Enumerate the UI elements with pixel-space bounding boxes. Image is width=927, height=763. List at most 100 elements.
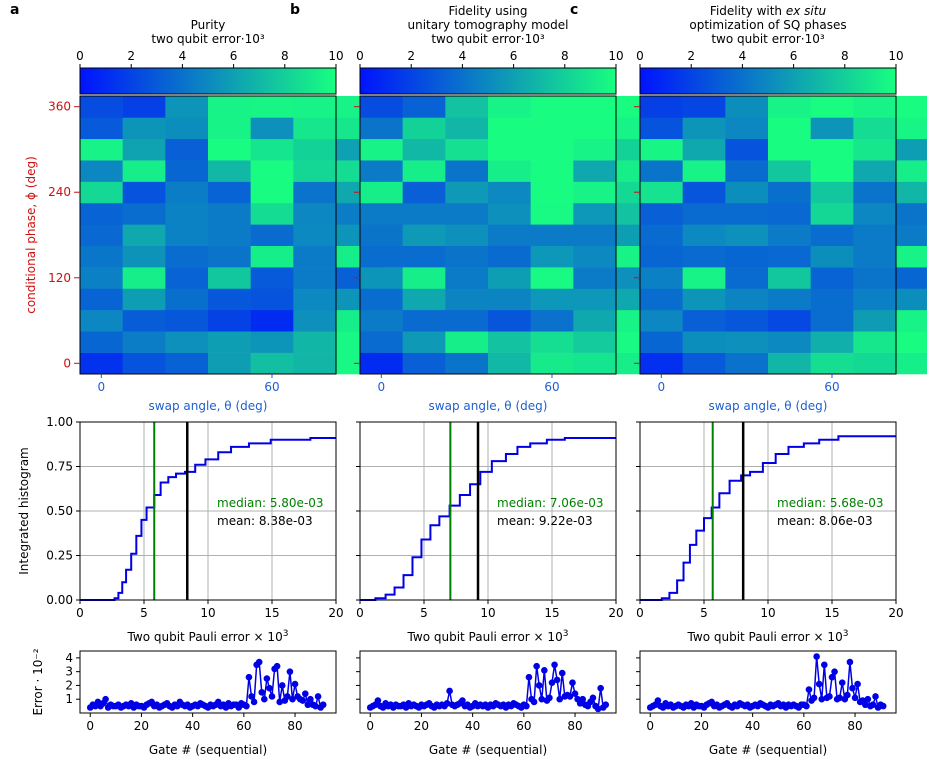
seq-point: [872, 693, 879, 700]
seq-point: [579, 695, 587, 703]
heatmap-cell: [293, 331, 337, 353]
seq-point: [597, 684, 604, 692]
heatmap-cell: [853, 202, 897, 225]
seq-point: [594, 705, 602, 713]
seq-point: [304, 701, 312, 709]
heatmap-cell: [360, 267, 403, 289]
heatmap-cell: [360, 117, 403, 140]
heatmap-cell: [573, 331, 617, 353]
heatmap-cell: [853, 181, 897, 204]
heatmap-cell: [445, 138, 489, 161]
seq-point: [602, 701, 610, 709]
heatmap-cell: [853, 267, 897, 289]
heatmap-cell: [530, 309, 574, 332]
heatmap-cell: [810, 224, 854, 246]
heatmap-cell: [445, 160, 489, 182]
seq-xlabel: Gate # (sequential): [709, 743, 827, 757]
heatmap-cell: [250, 96, 294, 118]
cdf-ytick-label: 1.00: [46, 415, 73, 429]
colorbar-tick-label: 10: [608, 49, 623, 63]
seq-point: [849, 684, 856, 692]
seq-point: [815, 680, 823, 688]
heatmap-cell: [573, 224, 617, 246]
panel-letter: b: [290, 2, 300, 18]
seq-point: [261, 695, 268, 703]
heatmap-cell: [896, 245, 927, 268]
heatmap-cell: [768, 181, 811, 204]
heatmap-cell: [80, 96, 123, 118]
seq-point: [102, 695, 109, 703]
seq-point: [276, 698, 283, 706]
heatmap-cell: [250, 160, 294, 182]
seq-xtick-label: 60: [516, 719, 531, 733]
heatmap-cell: [250, 224, 294, 246]
heatmap-cell: [488, 331, 531, 353]
heatmap-xlabel: swap angle, θ (deg): [149, 399, 268, 413]
heatmap-cell: [122, 309, 166, 332]
heatmap-cell: [896, 181, 927, 204]
heatmap-cell: [293, 267, 337, 289]
heatmap-cell: [725, 288, 769, 311]
heatmap-cell: [810, 245, 854, 268]
heatmap-cell: [573, 352, 617, 375]
colorbar-tick-label: 0: [356, 49, 364, 63]
seq-point: [273, 662, 281, 670]
median-label: median: 5.68e-03: [777, 496, 884, 510]
heatmap-cell: [445, 288, 489, 311]
colorbar: [359, 67, 617, 95]
mean-label: mean: 8.06e-03: [777, 514, 873, 528]
heatmap-cell: [682, 181, 726, 204]
panel-title-line: optimization of SQ phases: [689, 18, 846, 32]
seq-point: [258, 689, 266, 696]
heatmap-cell: [810, 160, 854, 182]
seq-frame: [639, 650, 897, 714]
seq-point: [250, 698, 258, 706]
heatmap-cell: [810, 181, 854, 204]
heatmap-cell: [360, 224, 403, 246]
heatmap-ytick-label: 120: [48, 271, 71, 285]
seq-point: [846, 658, 854, 666]
seq-ylabel: Error · 10⁻²: [31, 648, 45, 715]
cdf-xtick-label: 15: [824, 606, 839, 620]
heatmap-cell: [165, 331, 209, 353]
heatmap-cell: [768, 288, 811, 311]
seq-point: [301, 690, 309, 698]
seq-xtick-label: 60: [236, 719, 251, 733]
panel-title-line: Fidelity with ex situ: [710, 4, 827, 18]
cdf-xlabel: Two qubit Pauli error × 103: [687, 629, 849, 644]
seq-xtick-label: 20: [414, 719, 429, 733]
heatmap-cell: [208, 160, 251, 182]
seq-point: [831, 668, 838, 675]
heatmap-cell: [488, 117, 531, 140]
heatmap-cell: [530, 331, 574, 353]
heatmap-cell: [293, 138, 337, 161]
heatmap-cell: [208, 331, 251, 353]
seq-point: [268, 693, 276, 700]
seq-point: [571, 690, 579, 698]
cdf-xtick-label: 10: [760, 606, 775, 620]
seq-point: [546, 694, 553, 702]
seq-point: [813, 653, 820, 660]
heatmap-cell: [725, 267, 769, 289]
cdf-xlabel: Two qubit Pauli error × 103: [127, 629, 289, 644]
heatmap-cell: [488, 288, 531, 311]
heatmap-cell: [293, 181, 337, 204]
heatmap-cell: [250, 117, 294, 140]
seq-frame: [359, 650, 617, 714]
cdf-xtick-label: 5: [140, 606, 148, 620]
heatmap-cell: [530, 224, 574, 246]
heatmap-cell: [725, 352, 769, 375]
heatmap-cell: [640, 160, 683, 182]
heatmap-cell: [573, 138, 617, 161]
mean-label: mean: 8.38e-03: [217, 514, 313, 528]
heatmap-cell: [640, 309, 683, 332]
heatmap-cell: [682, 138, 726, 161]
heatmap-ytick-label: 360: [48, 100, 71, 114]
heatmap-cell: [250, 309, 294, 332]
heatmap-xlabel: swap angle, θ (deg): [709, 399, 828, 413]
heatmap-cell: [896, 202, 927, 225]
heatmap-cell: [80, 138, 123, 161]
heatmap-cell: [573, 181, 617, 204]
heatmap-cell: [853, 138, 897, 161]
heatmap-cell: [402, 117, 446, 140]
